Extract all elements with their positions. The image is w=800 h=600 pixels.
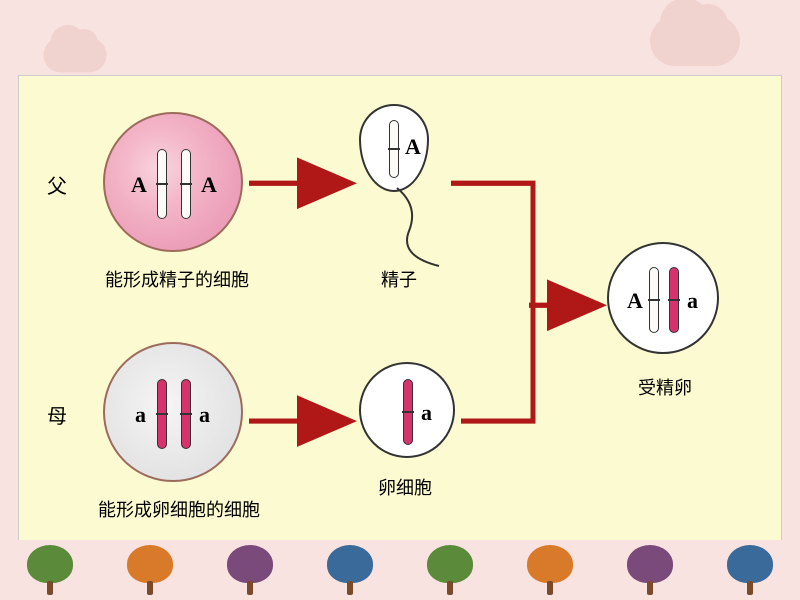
background-bottom [0, 540, 800, 600]
father-allele-left: A [131, 172, 147, 198]
sperm-allele: A [405, 134, 421, 160]
egg-cell: a [359, 362, 455, 458]
mother-label: 母 [47, 400, 67, 429]
arrow-egg-to-zygote [461, 305, 533, 421]
diagram-panel: 父 母 A A 能形成精子的细胞 a a 能形成卵细胞的细胞 A [18, 75, 782, 550]
cloud-decoration-2 [44, 38, 107, 73]
father-allele-right: A [201, 172, 217, 198]
egg-allele: a [421, 400, 432, 426]
father-chromosome-2 [181, 149, 191, 219]
sperm-tail [389, 186, 479, 276]
zygote-chromosome-maternal [669, 267, 679, 333]
mother-allele-left: a [135, 402, 146, 428]
zygote-cell: A a [607, 242, 719, 354]
tree-decoration [125, 545, 175, 595]
tree-decoration [525, 545, 575, 595]
mother-progenitor-cell: a a [103, 342, 243, 482]
tree-decoration [425, 545, 475, 595]
father-chromosome-1 [157, 149, 167, 219]
sperm-chromosome [389, 120, 399, 178]
tree-decoration [25, 545, 75, 595]
father-cell-caption: 能形成精子的细胞 [87, 266, 267, 292]
tree-decoration [725, 545, 775, 595]
father-progenitor-cell: A A [103, 112, 243, 252]
mother-chromosome-2 [181, 379, 191, 449]
mother-chromosome-1 [157, 379, 167, 449]
cloud-decoration-1 [650, 16, 740, 66]
father-label: 父 [47, 170, 67, 199]
tree-decoration [325, 545, 375, 595]
sperm-head: A [359, 104, 429, 192]
zygote-allele-right: a [687, 288, 698, 314]
tree-decoration [225, 545, 275, 595]
zygote-chromosome-paternal [649, 267, 659, 333]
diagram-inner: 父 母 A A 能形成精子的细胞 a a 能形成卵细胞的细胞 A [27, 84, 773, 541]
mother-cell-caption: 能形成卵细胞的细胞 [79, 496, 279, 522]
tree-decoration [625, 545, 675, 595]
sperm-caption: 精子 [359, 266, 439, 292]
zygote-allele-left: A [627, 288, 643, 314]
mother-allele-right: a [199, 402, 210, 428]
egg-chromosome [403, 379, 413, 445]
egg-caption: 卵细胞 [355, 474, 455, 500]
zygote-caption: 受精卵 [615, 374, 715, 400]
sperm-cell: A [359, 104, 429, 192]
